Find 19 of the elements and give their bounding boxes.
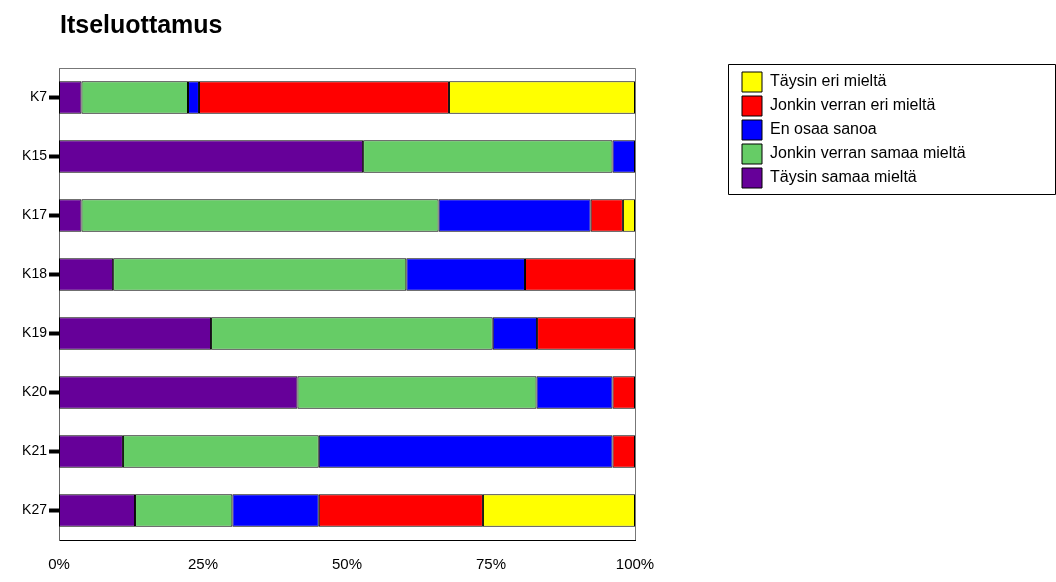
x-tick-label: 50% (331, 555, 363, 573)
y-tick-label: K15 (22, 147, 48, 164)
chart-title: Itseluottamus (60, 10, 223, 39)
y-tick-label: K27 (22, 501, 48, 518)
x-tick-label: 0% (48, 555, 70, 573)
legend-label: Täysin samaa mieltä (770, 168, 917, 186)
legend-label: Täysin eri mieltä (770, 72, 887, 90)
x-tick-label: 100% (615, 555, 655, 573)
y-tick-label: K20 (22, 383, 48, 400)
y-tick-label: K18 (22, 265, 48, 282)
y-tick-label: K21 (22, 442, 48, 459)
y-tick-label: K19 (22, 324, 48, 341)
legend-label: En osaa sanoa (770, 120, 877, 138)
y-tick-label: K17 (22, 206, 48, 223)
legend-label: Jonkin verran eri mieltä (770, 96, 936, 114)
legend-label: Jonkin verran samaa mieltä (770, 144, 966, 162)
y-tick-label: K7 (29, 88, 48, 105)
x-tick-label: 25% (187, 555, 219, 573)
x-tick-label: 75% (475, 555, 507, 573)
